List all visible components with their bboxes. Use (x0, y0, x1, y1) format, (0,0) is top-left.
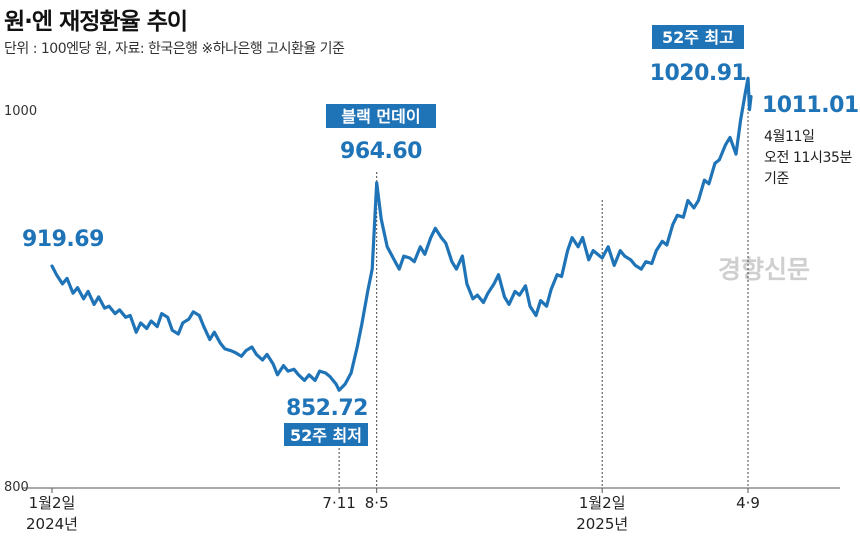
last-note-line: 4월11일 (764, 129, 814, 145)
x-tick-label: 7·11 (322, 494, 355, 512)
high-tag-label: 52주 최고 (662, 28, 734, 47)
watermark: 경향신문 (718, 255, 811, 284)
chart-title: 원·엔 재정환율 추이 (4, 9, 188, 35)
low-tag-box (284, 423, 368, 446)
x-tick-label: 4·9 (736, 494, 760, 512)
x-tick-label: 1월2일 (29, 494, 76, 512)
last-note-line: 기준 (764, 171, 789, 187)
low-tag-label: 52주 최저 (290, 426, 362, 445)
exchange-rate-line (50, 76, 753, 392)
black-monday-tag-box (326, 104, 436, 128)
x-tick-year-label: 2024년 (26, 515, 78, 533)
x-tick-label: 8·5 (365, 494, 389, 512)
high-value-label: 1020.91 (650, 61, 747, 86)
x-tick-year-label: 2025년 (576, 515, 628, 533)
high-tag-box (652, 25, 744, 49)
low-value-label: 852.72 (286, 396, 368, 421)
chart-subtitle: 단위 : 100엔당 원, 자료: 한국은행 ※하나은행 고시환율 기준 (4, 41, 345, 57)
x-tick-label: 1월2일 (579, 494, 626, 512)
black-monday-value-label: 964.60 (340, 139, 422, 164)
y-tick-label: 1000 (4, 104, 37, 119)
start-value-label: 919.69 (22, 227, 104, 252)
last-value-label: 1011.01 (762, 93, 859, 118)
black-monday-tag-label: 블랙 먼데이 (341, 107, 420, 126)
last-note-line: 오전 11시35분 (764, 150, 853, 166)
y-tick-label: 800 (4, 480, 29, 495)
